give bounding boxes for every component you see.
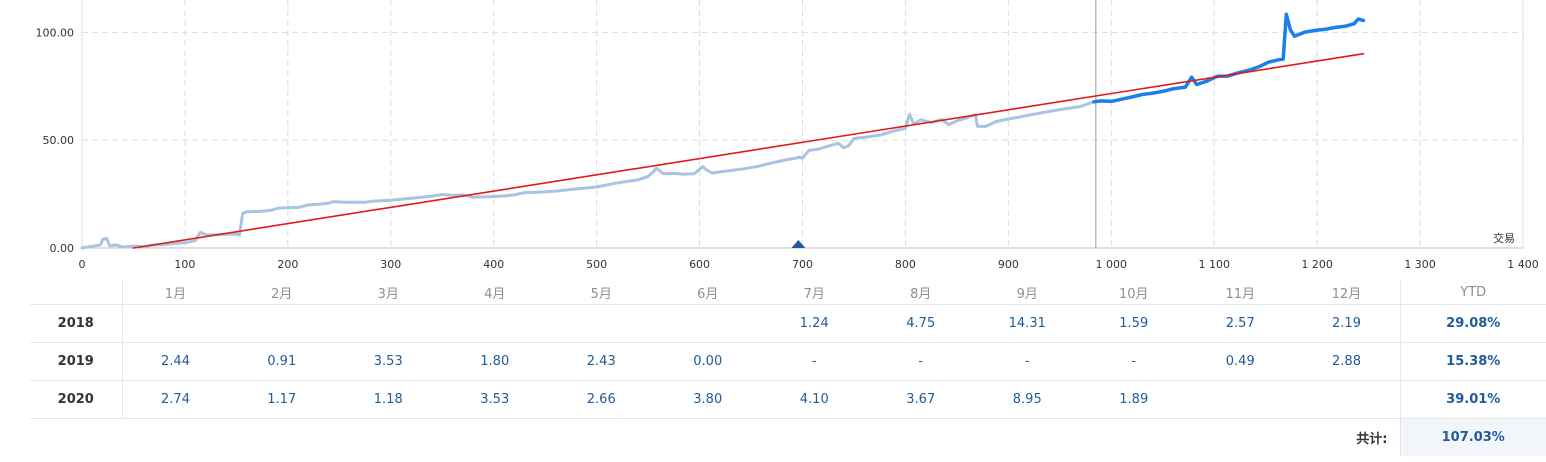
monthly-return-cell: 2.66 bbox=[548, 380, 655, 419]
monthly-return-cell: 14.31 bbox=[974, 304, 1081, 343]
x-tick-label: 0 bbox=[79, 258, 86, 271]
table-row: 2019 2.44 0.91 3.53 1.80 2.43 0.00- - - -0.49 2.88… bbox=[30, 342, 1546, 381]
month-header: 6月 bbox=[654, 280, 761, 305]
table-header-row: 1月 2月 3月 4月 5月 6月 7月 8月 9月 10月 11月 12月 YTD bbox=[30, 280, 1546, 305]
monthly-return-cell bbox=[122, 304, 229, 343]
month-header: 7月 bbox=[761, 280, 868, 305]
monthly-return-cell bbox=[228, 304, 335, 343]
month-header: 5月 bbox=[548, 280, 655, 305]
x-tick-label: 1 000 bbox=[1096, 258, 1128, 271]
month-header: 11月 bbox=[1187, 280, 1294, 305]
monthly-return-cell: 0.91 bbox=[228, 342, 335, 381]
monthly-return-cell: 4.75 bbox=[867, 304, 974, 343]
monthly-return-cell: 3.80 bbox=[654, 380, 761, 419]
x-tick-label: 1 100 bbox=[1198, 258, 1230, 271]
total-value: 107.03% bbox=[1399, 418, 1546, 456]
monthly-return-cell: 4.10 bbox=[761, 380, 868, 419]
monthly-return-cell: 0.49 bbox=[1187, 342, 1294, 381]
x-tick-label: 900 bbox=[998, 258, 1019, 271]
monthly-return-cell: - bbox=[761, 342, 868, 381]
monthly-return-cell: 3.53 bbox=[335, 342, 442, 381]
ytd-value: 29.08% bbox=[1399, 304, 1546, 343]
x-tick-label: 800 bbox=[895, 258, 916, 271]
year-label: 2020 bbox=[30, 380, 123, 419]
y-tick-label: 0.00 bbox=[50, 242, 75, 255]
monthly-return-cell: 2.43 bbox=[548, 342, 655, 381]
month-header: 4月 bbox=[441, 280, 548, 305]
monthly-return-cell: 8.95 bbox=[974, 380, 1081, 419]
monthly-return-cell: 3.67 bbox=[867, 380, 974, 419]
ytd-value: 39.01% bbox=[1399, 380, 1546, 419]
month-header: 2月 bbox=[228, 280, 335, 305]
x-tick-label: 1 400 bbox=[1507, 258, 1539, 271]
month-header: 10月 bbox=[1080, 280, 1187, 305]
monthly-return-cell: 1.17 bbox=[228, 380, 335, 419]
monthly-return-cell: - bbox=[1080, 342, 1187, 381]
month-header: 1月 bbox=[122, 280, 229, 305]
month-header: 3月 bbox=[335, 280, 442, 305]
table-corner bbox=[30, 280, 123, 305]
monthly-return-cell: 2.57 bbox=[1187, 304, 1294, 343]
x-tick-label: 400 bbox=[483, 258, 504, 271]
x-tick-label: 200 bbox=[277, 258, 298, 271]
y-tick-label: 50.00 bbox=[43, 134, 75, 147]
monthly-return-cell: 2.74 bbox=[122, 380, 229, 419]
table-row: 2018 1.24 4.75 14.31 1.59 2.57 2.19 29.08% bbox=[30, 304, 1546, 343]
x-tick-label: 1 300 bbox=[1404, 258, 1436, 271]
monthly-return-cell bbox=[1293, 380, 1400, 419]
monthly-return-cell: 1.18 bbox=[335, 380, 442, 419]
x-tick-label: 600 bbox=[689, 258, 710, 271]
monthly-return-cell bbox=[335, 304, 442, 343]
monthly-returns-table: 1月 2月 3月 4月 5月 6月 7月 8月 9月 10月 11月 12月 YTD 2018 1.24 4… bbox=[30, 280, 1546, 456]
monthly-return-cell bbox=[654, 304, 761, 343]
monthly-return-cell: 2.19 bbox=[1293, 304, 1400, 343]
month-header: 8月 bbox=[867, 280, 974, 305]
series-line-trend bbox=[132, 52, 1365, 249]
monthly-return-cell: 3.53 bbox=[441, 380, 548, 419]
x-tick-label: 300 bbox=[380, 258, 401, 271]
table-row: 2020 2.74 1.17 1.18 3.53 2.66 3.80 4.10 3.67 8.95… bbox=[30, 380, 1546, 419]
monthly-return-cell: 1.80 bbox=[441, 342, 548, 381]
monthly-return-cell bbox=[548, 304, 655, 343]
monthly-return-cell: 1.24 bbox=[761, 304, 868, 343]
year-label: 2018 bbox=[30, 304, 123, 343]
series-line-history bbox=[80, 100, 1096, 250]
position-marker-icon bbox=[791, 240, 806, 248]
monthly-return-cell bbox=[441, 304, 548, 343]
series-line-recent bbox=[1092, 12, 1366, 104]
equity-chart: 0 100 200 300 400 500 600 700 800 900 1 000 1 100 1 … bbox=[36, 0, 1539, 271]
x-tick-label: 700 bbox=[792, 258, 813, 271]
ytd-header: YTD bbox=[1399, 280, 1546, 305]
monthly-return-cell bbox=[1187, 380, 1294, 419]
monthly-return-cell: 0.00 bbox=[654, 342, 761, 381]
x-axis-label: 交易 bbox=[1493, 231, 1515, 245]
month-header: 9月 bbox=[974, 280, 1081, 305]
monthly-return-cell: - bbox=[867, 342, 974, 381]
y-tick-label: 100.00 bbox=[36, 26, 75, 39]
total-label: 共计: bbox=[1356, 432, 1388, 447]
x-tick-label: 500 bbox=[586, 258, 607, 271]
monthly-return-cell: 2.44 bbox=[122, 342, 229, 381]
monthly-return-cell: 1.59 bbox=[1080, 304, 1187, 343]
monthly-return-cell: 1.89 bbox=[1080, 380, 1187, 419]
total-row: 共计: 107.03% bbox=[30, 418, 1546, 456]
ytd-value: 15.38% bbox=[1399, 342, 1546, 381]
year-label: 2019 bbox=[30, 342, 123, 381]
x-tick-label: 1 200 bbox=[1301, 258, 1333, 271]
monthly-return-cell: 2.88 bbox=[1293, 342, 1400, 381]
month-header: 12月 bbox=[1293, 280, 1400, 305]
monthly-return-cell: - bbox=[974, 342, 1081, 381]
x-tick-label: 100 bbox=[174, 258, 195, 271]
